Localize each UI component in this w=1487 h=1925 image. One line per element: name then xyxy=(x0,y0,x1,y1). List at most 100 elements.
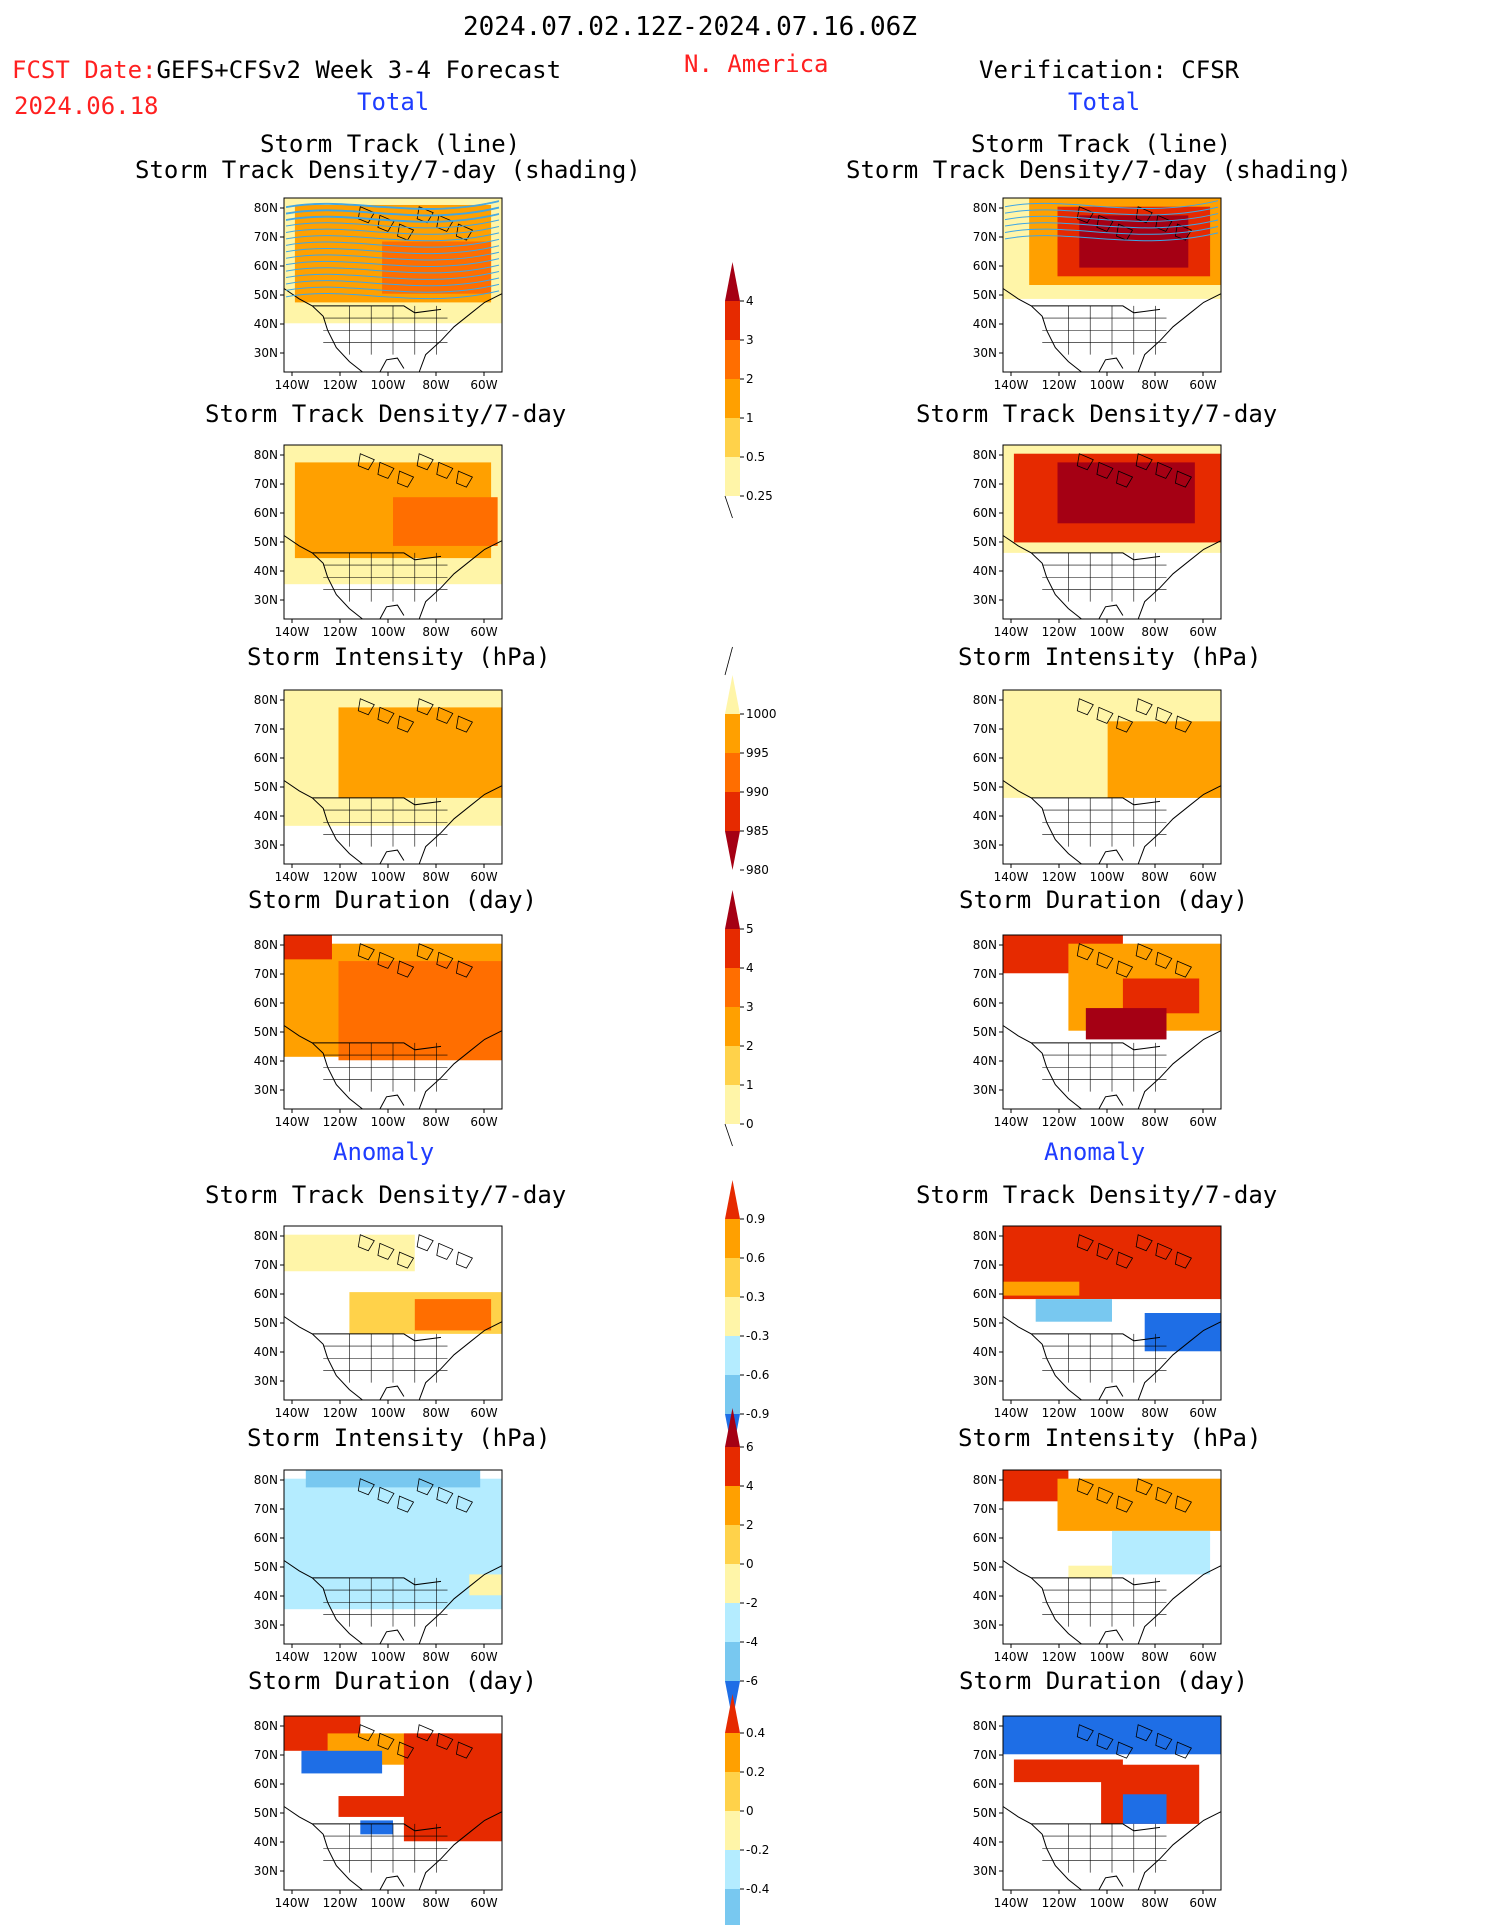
lon-tick-label: 100W xyxy=(1090,870,1125,884)
lon-tick-label: 80W xyxy=(422,1896,449,1910)
colorbar-arrow xyxy=(725,890,740,929)
lon-tick-label: 60W xyxy=(470,1406,497,1420)
lon-tick-label: 120W xyxy=(323,625,358,639)
arctic-island xyxy=(1155,1486,1173,1504)
country-border xyxy=(1031,305,1161,314)
lat-tick-label: 50N xyxy=(973,288,997,302)
colorbar-box xyxy=(725,792,740,831)
colorbar-arrow xyxy=(725,1408,740,1447)
storm-track-line xyxy=(285,264,500,274)
lon-tick-label: 100W xyxy=(1090,625,1125,639)
arctic-island xyxy=(455,1251,473,1269)
colorbar-label: 1 xyxy=(746,411,754,425)
storm-track-line xyxy=(285,251,500,261)
colorbar-arrow xyxy=(725,675,740,714)
lat-tick-label: 70N xyxy=(973,722,997,736)
lat-tick-label: 40N xyxy=(973,564,997,578)
storm-track-line xyxy=(285,213,500,223)
lon-tick-label: 140W xyxy=(994,625,1029,639)
shading-cell xyxy=(1013,1759,1123,1783)
coastline xyxy=(1002,288,1222,373)
lon-tick-label: 140W xyxy=(275,1406,310,1420)
lon-tick-label: 100W xyxy=(371,1896,406,1910)
lat-tick-label: 50N xyxy=(973,780,997,794)
arctic-island xyxy=(1076,206,1094,224)
arctic-island xyxy=(416,698,434,716)
lon-tick-label: 80W xyxy=(422,1115,449,1129)
coastline xyxy=(283,1560,503,1645)
colorbar-cb-duration-anom: 0.4 0.2 0 -0.2 -0.4 xyxy=(725,1694,769,1925)
panel-title-ob-intensity: Storm Intensity (hPa) xyxy=(958,643,1262,671)
colorbar-label: -0.3 xyxy=(746,1329,769,1343)
arctic-island xyxy=(1076,943,1094,961)
colorbar-box xyxy=(725,301,740,340)
colorbar-label: 5 xyxy=(746,922,754,936)
lat-tick-label: 80N xyxy=(973,448,997,462)
map-frame xyxy=(283,444,503,620)
shading-cell xyxy=(1035,1299,1112,1322)
country-border xyxy=(1031,1042,1161,1051)
arctic-island xyxy=(1096,461,1114,479)
lat-tick-label: 40N xyxy=(973,1589,997,1603)
lat-tick-label: 80N xyxy=(973,201,997,215)
arctic-island xyxy=(455,960,473,978)
arctic-island xyxy=(1174,1741,1192,1759)
verification-label: Verification: CFSR xyxy=(979,56,1240,84)
colorbar-box xyxy=(725,1007,740,1046)
storm-track-line xyxy=(285,232,500,242)
lon-tick-label: 100W xyxy=(1090,1115,1125,1129)
panel-title-ob-track-1: Storm Track (line) xyxy=(971,130,1232,158)
lat-tick-label: 60N xyxy=(254,1777,278,1791)
storm-track-line xyxy=(285,290,500,300)
arctic-island xyxy=(1155,951,1173,969)
map-panel-fc-track: 80N 70N 60N 50N 40N 30N 140W 120W 100W 80W 60W xyxy=(254,197,503,392)
lat-tick-label: 30N xyxy=(973,1083,997,1097)
arctic-island xyxy=(1116,1251,1134,1269)
lat-tick-label: 70N xyxy=(254,1502,278,1516)
colorbar-box xyxy=(725,1219,740,1258)
arctic-island xyxy=(1174,1251,1192,1269)
colorbar-cb-intensity-anom: 6 4 2 0 -2 -4 -6 xyxy=(725,1408,758,1720)
lat-tick-label: 30N xyxy=(254,1618,278,1632)
lat-tick-label: 80N xyxy=(973,693,997,707)
storm-track-line xyxy=(1004,213,1219,222)
coastline xyxy=(283,288,503,373)
arctic-island xyxy=(357,453,375,471)
map-panel-ob-duration: 80N 70N 60N 50N 40N 30N 140W 120W 100W 80W 60W xyxy=(973,934,1222,1129)
lat-tick-label: 50N xyxy=(254,288,278,302)
lon-tick-label: 140W xyxy=(275,1650,310,1664)
panel-title-ob-density: Storm Track Density/7-day xyxy=(916,400,1278,428)
arctic-island xyxy=(357,1234,375,1252)
colorbar-cb-density: 4 3 2 1 0.5 0.25 xyxy=(724,262,773,519)
lon-tick-label: 80W xyxy=(422,1406,449,1420)
arctic-island xyxy=(377,706,395,724)
panel-title-ob-density-anom: Storm Track Density/7-day xyxy=(916,1181,1278,1209)
arctic-island xyxy=(397,470,415,488)
lat-tick-label: 70N xyxy=(973,1258,997,1272)
lon-tick-label: 140W xyxy=(994,1406,1029,1420)
shading-cell xyxy=(1003,1281,1080,1296)
coastline xyxy=(283,1025,503,1110)
lat-tick-label: 60N xyxy=(973,1777,997,1791)
lon-tick-label: 120W xyxy=(323,378,358,392)
shading-cell xyxy=(338,1796,437,1817)
shading-cell xyxy=(284,1234,415,1272)
colorbar-label: 4 xyxy=(746,961,754,975)
lat-tick-label: 50N xyxy=(254,1025,278,1039)
arctic-island xyxy=(1096,706,1114,724)
lat-tick-label: 50N xyxy=(254,780,278,794)
arctic-island xyxy=(455,223,473,241)
lat-tick-label: 60N xyxy=(973,1287,997,1301)
storm-track-line xyxy=(285,271,500,280)
lat-tick-label: 60N xyxy=(973,259,997,273)
lat-tick-label: 70N xyxy=(254,1258,278,1272)
country-border xyxy=(312,1042,442,1051)
arctic-island xyxy=(1155,461,1173,479)
arctic-island xyxy=(377,951,395,969)
right-anomaly-label: Anomaly xyxy=(1044,1138,1146,1166)
lat-tick-label: 60N xyxy=(254,996,278,1010)
shading-cell xyxy=(1107,721,1221,798)
lon-tick-label: 60W xyxy=(470,378,497,392)
colorbar-label: -2 xyxy=(746,1596,758,1610)
